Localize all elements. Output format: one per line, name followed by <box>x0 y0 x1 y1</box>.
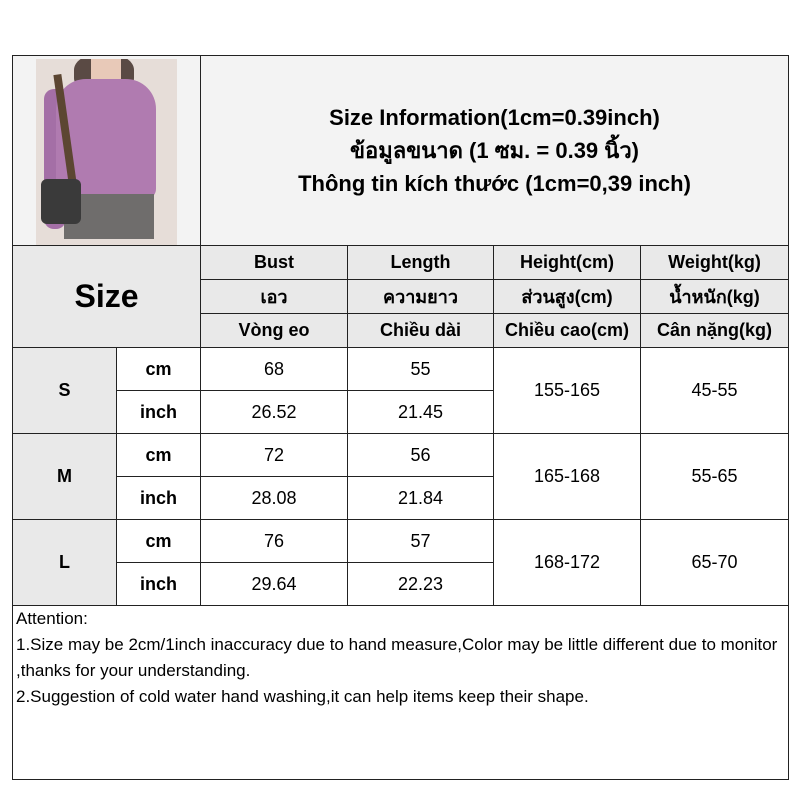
title-vietnamese: Thông tin kích thước (1cm=0,39 inch) <box>298 171 691 196</box>
col-weight: Weight(kg) <box>640 245 789 280</box>
size-information-title: Size Information(1cm=0.39inch) ข้อมูลขนา… <box>200 55 789 246</box>
col-height-thai: ส่วนสูง(cm) <box>493 279 641 314</box>
size-chart: Size Information(1cm=0.39inch) ข้อมูลขนา… <box>12 55 789 780</box>
size-header: Size <box>12 245 201 348</box>
col-height: Height(cm) <box>493 245 641 280</box>
weight-range: 55-65 <box>640 433 789 520</box>
col-length: Length <box>347 245 494 280</box>
length-inch: 22.23 <box>347 562 494 606</box>
col-weight-vi: Cân nặng(kg) <box>640 313 789 348</box>
model-image <box>36 59 177 245</box>
unit-inch: inch <box>116 390 201 434</box>
length-cm: 57 <box>347 519 494 563</box>
product-photo <box>12 55 201 246</box>
unit-cm: cm <box>116 519 201 563</box>
bust-inch: 28.08 <box>200 476 348 520</box>
size-label: S <box>12 347 117 434</box>
col-weight-thai: น้ำหนัก(kg) <box>640 279 789 314</box>
length-cm: 56 <box>347 433 494 477</box>
unit-inch: inch <box>116 562 201 606</box>
height-range: 155-165 <box>493 347 641 434</box>
height-range: 165-168 <box>493 433 641 520</box>
bust-inch: 26.52 <box>200 390 348 434</box>
bust-cm: 68 <box>200 347 348 391</box>
size-label: M <box>12 433 117 520</box>
title-thai: ข้อมูลขนาด (1 ซม. = 0.39 นิ้ว) <box>349 138 639 163</box>
col-bust-vi: Vòng eo <box>200 313 348 348</box>
col-bust-thai: เอว <box>200 279 348 314</box>
bust-cm: 76 <box>200 519 348 563</box>
notes-heading: Attention: <box>16 609 88 628</box>
col-bust: Bust <box>200 245 348 280</box>
length-cm: 55 <box>347 347 494 391</box>
weight-range: 45-55 <box>640 347 789 434</box>
note-1: 1.Size may be 2cm/1inch inaccuracy due t… <box>16 635 778 680</box>
note-2: 2.Suggestion of cold water hand washing,… <box>16 687 589 706</box>
title-english: Size Information(1cm=0.39inch) <box>329 105 660 130</box>
bust-inch: 29.64 <box>200 562 348 606</box>
unit-cm: cm <box>116 347 201 391</box>
size-label: L <box>12 519 117 606</box>
col-height-vi: Chiều cao(cm) <box>493 313 641 348</box>
length-inch: 21.84 <box>347 476 494 520</box>
col-length-vi: Chiều dài <box>347 313 494 348</box>
unit-inch: inch <box>116 476 201 520</box>
height-range: 168-172 <box>493 519 641 606</box>
length-inch: 21.45 <box>347 390 494 434</box>
bust-cm: 72 <box>200 433 348 477</box>
unit-cm: cm <box>116 433 201 477</box>
weight-range: 65-70 <box>640 519 789 606</box>
col-length-thai: ความยาว <box>347 279 494 314</box>
attention-notes: Attention: 1.Size may be 2cm/1inch inacc… <box>12 605 789 780</box>
